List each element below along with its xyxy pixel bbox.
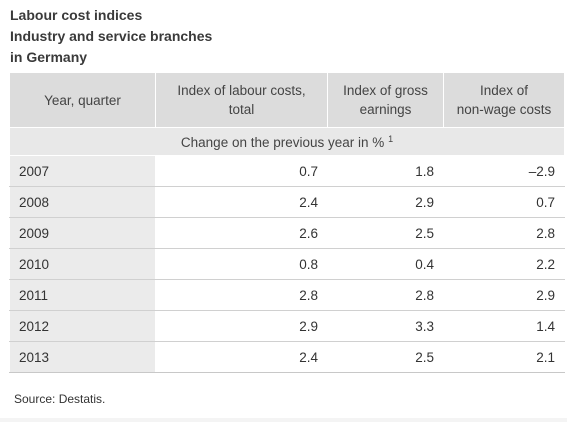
cell-non-wage-costs: 2.1: [443, 341, 565, 373]
cell-year: 2009: [9, 217, 156, 249]
cell-labour-costs: 0.7: [155, 155, 328, 187]
table-row: 2009 2.6 2.5 2.8: [9, 217, 565, 249]
cell-gross-earnings: 2.5: [327, 341, 444, 373]
cell-non-wage-costs: 2.2: [443, 248, 565, 280]
cell-gross-earnings: 2.5: [327, 217, 444, 249]
title-line-3: in Germany: [10, 49, 88, 65]
source-note: Source: Destatis.: [14, 392, 106, 406]
cell-year: 2010: [9, 248, 156, 280]
cell-labour-costs: 2.8: [155, 279, 328, 311]
header-row: Year, quarter Index of labour costs, tot…: [9, 72, 565, 128]
cell-non-wage-costs: 1.4: [443, 310, 565, 342]
subheader-cell: Change on the previous year in % 1: [9, 127, 565, 156]
cell-labour-costs: 2.6: [155, 217, 328, 249]
subheader-footnote: 1: [388, 133, 394, 144]
col-header-non-wage-costs: Index of non-wage costs: [443, 72, 565, 128]
table-row: 2011 2.8 2.8 2.9: [9, 279, 565, 311]
subheader-row: Change on the previous year in % 1: [9, 127, 565, 156]
bottom-shade: [0, 418, 567, 422]
col-header-non-wage-costs-line-1: Index of: [479, 83, 529, 98]
col-header-labour-costs-line-1: Index of labour costs,: [177, 83, 306, 98]
cell-gross-earnings: 1.8: [327, 155, 444, 187]
col-header-gross-earnings: Index of gross earnings: [327, 72, 444, 128]
title-line-2: Industry and service branches: [10, 28, 213, 44]
cell-year: 2008: [9, 186, 156, 218]
col-header-labour-costs-line-2: total: [228, 102, 255, 117]
col-header-gross-earnings-line-2: earnings: [359, 102, 412, 117]
cell-labour-costs: 0.8: [155, 248, 328, 280]
title-line-1: Labour cost indices: [10, 7, 143, 23]
cell-year: 2011: [9, 279, 156, 311]
cell-non-wage-costs: –2.9: [443, 155, 565, 187]
cell-labour-costs: 2.4: [155, 186, 328, 218]
table-row: 2008 2.4 2.9 0.7: [9, 186, 565, 218]
cell-non-wage-costs: 2.9: [443, 279, 565, 311]
table-row: 2013 2.4 2.5 2.1: [9, 341, 565, 373]
col-header-non-wage-costs-line-2: non-wage costs: [456, 102, 552, 117]
cell-year: 2007: [9, 155, 156, 187]
cell-non-wage-costs: 0.7: [443, 186, 565, 218]
col-header-year-line-1: Year, quarter: [44, 92, 121, 108]
cell-year: 2013: [9, 341, 156, 373]
table-row: 2007 0.7 1.8 –2.9: [9, 155, 565, 187]
table-title: Labour cost indices Industry and service…: [10, 5, 212, 68]
cell-labour-costs: 2.9: [155, 310, 328, 342]
cell-gross-earnings: 0.4: [327, 248, 444, 280]
cell-non-wage-costs: 2.8: [443, 217, 565, 249]
table-row: 2010 0.8 0.4 2.2: [9, 248, 565, 280]
cell-year: 2012: [9, 310, 156, 342]
labour-cost-table: Year, quarter Index of labour costs, tot…: [9, 72, 565, 373]
cell-gross-earnings: 3.3: [327, 310, 444, 342]
table-row: 2012 2.9 3.3 1.4: [9, 310, 565, 342]
col-header-gross-earnings-line-1: Index of gross: [343, 83, 428, 98]
col-header-year: Year, quarter: [9, 72, 156, 128]
subheader-text: Change on the previous year in %: [180, 134, 385, 150]
col-header-labour-costs: Index of labour costs, total: [155, 72, 328, 128]
cell-gross-earnings: 2.8: [327, 279, 444, 311]
cell-gross-earnings: 2.9: [327, 186, 444, 218]
cell-labour-costs: 2.4: [155, 341, 328, 373]
